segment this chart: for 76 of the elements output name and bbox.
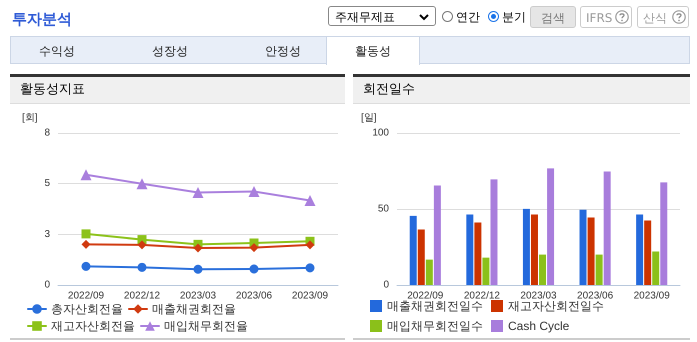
x-tick-label: 2023/09 — [634, 290, 670, 302]
bar — [644, 220, 652, 285]
bar — [482, 258, 490, 285]
y-tick-label: 0 — [383, 280, 390, 290]
x-tick-label: 2022/12 — [464, 290, 500, 302]
y-tick-label: 100 — [372, 128, 390, 138]
y-tick-label: 3 — [44, 228, 50, 240]
bar — [474, 222, 482, 285]
point — [82, 262, 90, 271]
text: 분기 — [502, 9, 526, 26]
text: IFRS — [580, 6, 632, 28]
text: 활동성 — [326, 36, 420, 65]
x-tick-label: 2022/12 — [124, 290, 161, 302]
text: 수익성 — [38, 43, 76, 60]
point — [136, 178, 148, 190]
y-axis-title: [회] — [22, 112, 38, 124]
text: 성장성 — [151, 43, 189, 60]
bar — [426, 260, 433, 285]
x-tick-label: 2023/06 — [577, 290, 614, 302]
text: 검색 — [530, 6, 576, 28]
chart-title: 회전일수 — [353, 77, 690, 104]
bar — [580, 210, 587, 285]
point — [250, 243, 258, 252]
point — [248, 186, 260, 198]
bar — [434, 185, 441, 285]
y-tick-label: 5 — [44, 178, 50, 190]
point — [80, 169, 92, 180]
x-tick-label: 2023/06 — [236, 290, 273, 302]
point — [304, 194, 316, 206]
point — [306, 240, 314, 250]
point — [138, 240, 146, 250]
text: 투자분석 — [12, 10, 72, 29]
bar — [418, 230, 425, 285]
bar — [490, 179, 498, 285]
point — [194, 264, 202, 274]
x-tick-label: 2023/03 — [520, 290, 558, 302]
text: 주재무제표 — [328, 6, 436, 26]
bar — [652, 252, 660, 285]
y-tick-label: 0 — [44, 280, 50, 290]
bar — [596, 254, 603, 285]
legend-label: 총자산회전율 — [51, 302, 123, 316]
text: 안정성 — [264, 43, 302, 60]
bar — [466, 214, 474, 285]
point — [192, 186, 204, 198]
bar — [636, 214, 644, 285]
x-tick-label: 2023/09 — [292, 290, 329, 302]
legend-label: Cash Cycle — [508, 319, 570, 333]
legend-label: 재고자산회전율 — [51, 319, 135, 333]
point — [194, 243, 202, 252]
legend-label: 매입채무회전일수 — [387, 319, 483, 333]
bar — [530, 214, 538, 285]
legend-label: 재고자산회전일수 — [508, 299, 604, 313]
text: 산식 — [637, 6, 689, 28]
x-tick-label: 2022/09 — [68, 290, 105, 302]
x-tick-label: 2023/03 — [180, 290, 217, 302]
bar — [604, 171, 611, 285]
bar — [539, 254, 546, 285]
point — [138, 262, 146, 272]
bar — [522, 208, 530, 285]
bar — [410, 216, 417, 285]
text: 연간 — [456, 9, 480, 26]
legend-label: 매입채무회전율 — [164, 319, 248, 333]
chart-title: 활동성지표 — [10, 77, 345, 104]
bar — [660, 182, 668, 285]
y-tick-label: 50 — [378, 204, 390, 214]
point — [82, 240, 90, 249]
point — [82, 229, 90, 238]
point — [250, 264, 258, 274]
legend-label: 매출채권회전일수 — [387, 299, 483, 313]
bar — [588, 218, 595, 285]
y-axis-title: [일] — [361, 112, 377, 124]
point — [306, 263, 314, 272]
bar — [547, 168, 554, 285]
x-tick-label: 2022/09 — [407, 290, 444, 302]
legend-label: 매출채권회전율 — [152, 302, 236, 316]
y-tick-label: 8 — [44, 128, 50, 138]
